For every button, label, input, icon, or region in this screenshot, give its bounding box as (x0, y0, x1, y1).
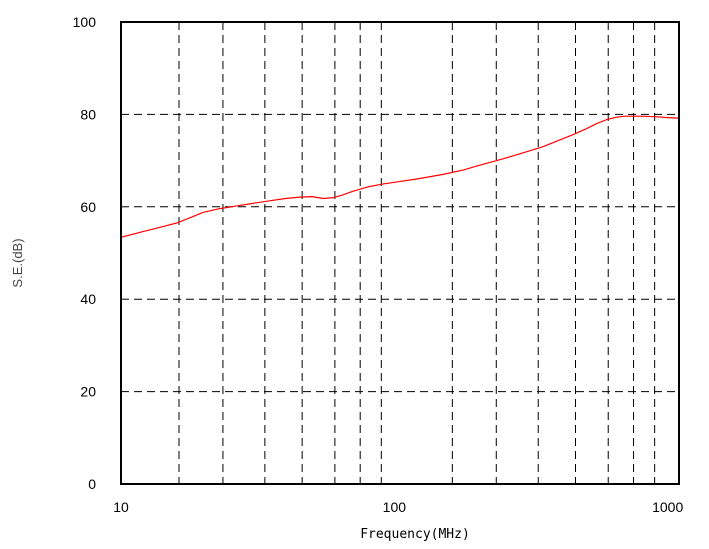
x-tick-label: 10 (113, 499, 129, 515)
x-tick-label: 100 (383, 499, 407, 515)
y-tick-label: 60 (80, 199, 96, 215)
x-axis-title: Frequency(MHz) (360, 527, 470, 542)
y-axis-title: S.E.(dB) (10, 238, 25, 287)
y-tick-label: 100 (73, 14, 97, 30)
y-tick-label: 80 (80, 106, 96, 122)
x-tick-label: 1000 (652, 499, 683, 515)
y-tick-label: 0 (88, 476, 96, 492)
x-tick-labels: 10 100 1000 (113, 499, 683, 515)
grid (121, 22, 679, 484)
series-line (120, 115, 680, 238)
y-tick-labels: 0 20 40 60 80 100 (73, 14, 97, 492)
series-lines (120, 115, 680, 238)
y-tick-label: 40 (80, 291, 96, 307)
y-tick-label: 20 (80, 384, 96, 400)
plot-frame (120, 21, 680, 485)
